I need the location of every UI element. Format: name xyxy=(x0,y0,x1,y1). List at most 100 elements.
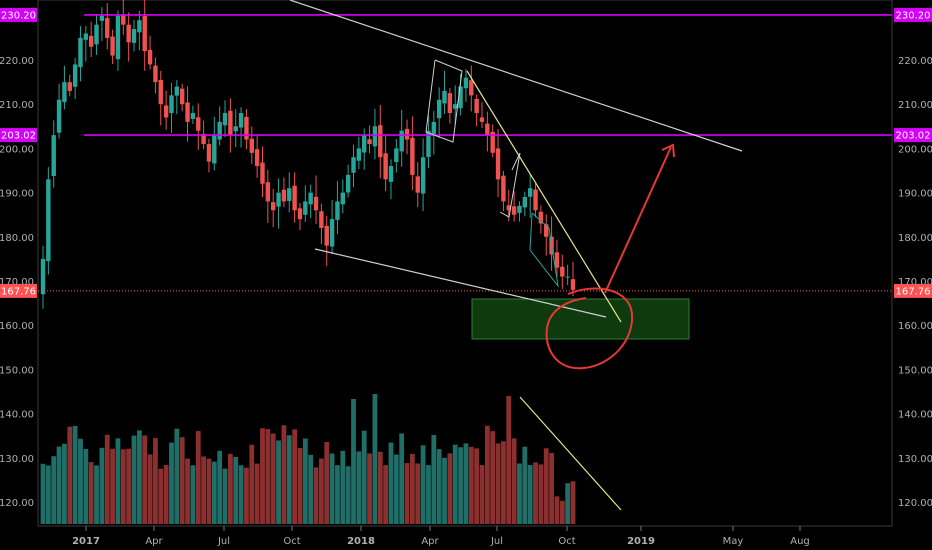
volume-bar xyxy=(495,443,501,524)
x-tick-label: Aug xyxy=(790,536,810,547)
candle-body xyxy=(367,139,372,144)
y-tick-right: 210.00 xyxy=(898,100,932,111)
volume-bar xyxy=(367,453,372,524)
y-tick-right: 120.00 xyxy=(898,498,932,509)
volume-bar xyxy=(195,431,201,524)
candle-body xyxy=(217,121,222,140)
candle-body xyxy=(308,192,313,205)
y-tick-right: 170.00 xyxy=(898,277,932,288)
candle-body xyxy=(190,113,196,119)
badge-mid-right: 203.02 xyxy=(894,128,932,143)
upper-channel-line xyxy=(289,0,743,152)
volume-bar xyxy=(393,454,399,524)
candle-body xyxy=(67,82,72,91)
flag-pattern-3 xyxy=(529,212,559,288)
candle-body xyxy=(46,179,51,262)
volume-bar xyxy=(185,458,190,524)
candle-body xyxy=(72,64,78,87)
volume-bar xyxy=(286,435,292,524)
volume-bar xyxy=(254,463,260,524)
candle-body xyxy=(238,113,244,128)
volume-bar xyxy=(136,430,142,524)
volume-bar xyxy=(142,435,148,524)
candle-body xyxy=(383,153,388,180)
candle-body xyxy=(474,98,479,114)
candle-body xyxy=(495,148,501,180)
volume-bar xyxy=(372,394,378,524)
candle-body xyxy=(560,266,565,277)
volume-bar xyxy=(324,442,330,524)
candle-body xyxy=(522,197,528,208)
current-price-label-right: 167.76 xyxy=(896,286,931,297)
volume-bar xyxy=(549,452,554,524)
volume-bar xyxy=(72,425,78,524)
candle-body xyxy=(538,211,544,224)
badge-top-left: 230.20 xyxy=(0,7,37,22)
volume-bar xyxy=(409,453,415,524)
y-tick-left: 120.00 xyxy=(0,498,34,509)
y-tick-left: 220.00 xyxy=(0,56,34,67)
volume-bar xyxy=(249,444,255,524)
candle-body xyxy=(244,116,249,140)
volume-bar xyxy=(201,456,207,524)
volume-bar xyxy=(302,438,308,524)
x-tick-label: May xyxy=(723,536,744,547)
yellow-trend-line xyxy=(466,70,622,323)
volume-bar xyxy=(222,468,228,524)
candle-body xyxy=(56,99,62,133)
volume-bar xyxy=(83,448,89,524)
volume-bar xyxy=(517,463,522,524)
volume-bar xyxy=(474,448,480,524)
y-axis-right: 120.00 130.00 140.00 150.00 160.00 170.00 180.… xyxy=(898,56,932,509)
candle-body xyxy=(169,95,174,114)
volume-bar xyxy=(292,429,298,524)
candle-body xyxy=(324,225,329,246)
candle-body xyxy=(297,208,303,220)
candle-body xyxy=(88,35,94,47)
candle-body xyxy=(372,126,378,147)
volume-bar xyxy=(351,399,356,524)
volume-bar xyxy=(329,453,335,524)
x-tick-label: 2017 xyxy=(72,536,100,547)
volume-bar xyxy=(206,458,212,524)
y-tick-left: 140.00 xyxy=(0,410,34,421)
volume-bar xyxy=(383,465,389,524)
arrow-head-icon xyxy=(661,143,675,158)
volume-bar xyxy=(506,396,512,524)
y-tick-right: 200.00 xyxy=(898,144,932,155)
candle-body xyxy=(544,224,549,237)
candle-body xyxy=(501,175,506,202)
candle-body xyxy=(105,18,110,38)
volume-bar xyxy=(436,449,442,524)
volume-bar xyxy=(522,446,528,524)
volume-bar xyxy=(318,458,324,524)
candle-body xyxy=(83,33,89,40)
volume-bar xyxy=(399,433,405,524)
volume-bar xyxy=(163,464,169,524)
candle-body xyxy=(265,182,271,202)
candle-body xyxy=(517,205,522,213)
candle-body xyxy=(490,131,495,153)
candle-body xyxy=(527,188,533,197)
candle-body xyxy=(185,102,190,122)
volume-bar xyxy=(404,463,410,524)
candle-body xyxy=(447,93,453,114)
volume-bar xyxy=(233,456,239,524)
candle-body xyxy=(351,157,356,173)
volume-bar xyxy=(211,461,217,524)
volume-bar xyxy=(297,447,303,524)
candle-body xyxy=(533,189,538,211)
y-tick-right: 190.00 xyxy=(898,189,932,200)
volume-bar xyxy=(217,450,223,524)
volume-bar xyxy=(490,431,496,524)
volume-bar xyxy=(468,446,474,524)
volume-bar xyxy=(120,449,126,524)
candle-body xyxy=(126,24,131,43)
candle-body xyxy=(206,144,212,162)
candle-body xyxy=(479,117,485,122)
candle-body xyxy=(292,185,297,211)
candle-body xyxy=(137,20,142,33)
volume-bar xyxy=(94,465,99,524)
